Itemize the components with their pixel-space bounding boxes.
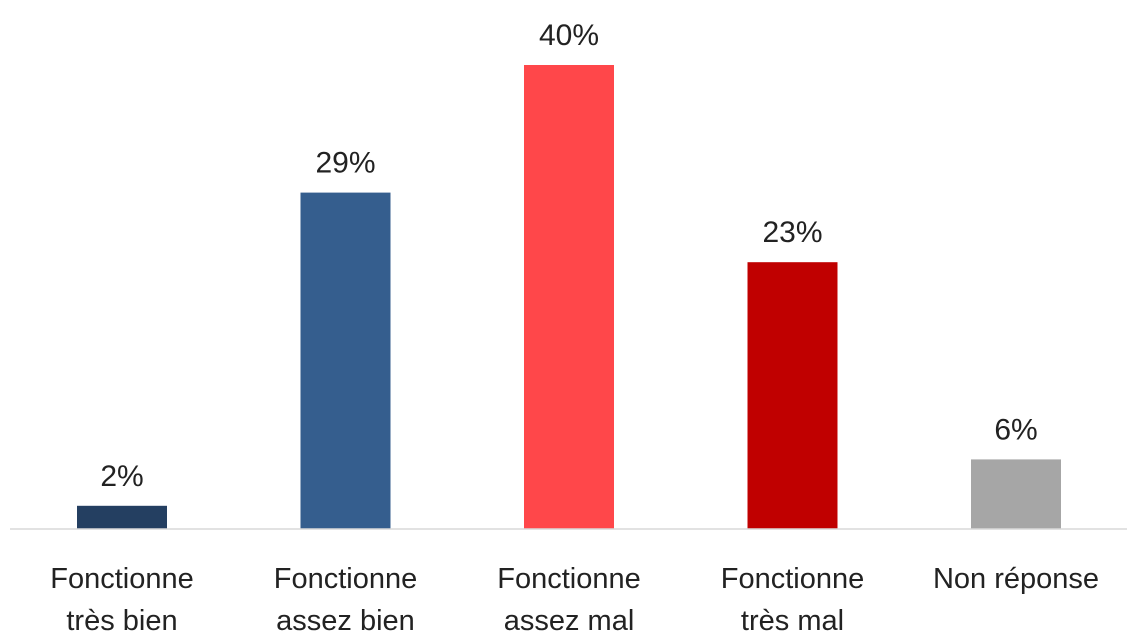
bar-4 [971, 459, 1061, 529]
value-label-4: 6% [994, 413, 1037, 446]
category-label-line: assez mal [504, 605, 635, 636]
value-label-2: 40% [539, 19, 599, 52]
category-label-1: Fonctionne assez bien [274, 563, 418, 636]
bar-3 [747, 262, 838, 529]
category-label-line: Fonctionne [50, 563, 194, 595]
category-label-2: Fonctionne assez mal [497, 563, 641, 636]
category-label-line: Fonctionne [497, 563, 641, 595]
category-label-line: très mal [741, 605, 844, 636]
bar-1 [300, 192, 391, 529]
category-label-0: Fonctionne très bien [50, 563, 194, 636]
category-label-4: Non réponse [933, 563, 1099, 595]
value-labels-group: 2% 29% 40% 23% 6% [100, 19, 1037, 493]
category-label-line: Fonctionne [721, 563, 865, 595]
category-label-line: Fonctionne [274, 563, 418, 595]
category-label-line: très bien [66, 605, 177, 636]
category-label-3: Fonctionne très mal [721, 563, 865, 636]
category-label-line: assez bien [276, 605, 415, 636]
value-label-0: 2% [100, 460, 143, 493]
bars-group [77, 65, 1061, 529]
bar-0 [77, 505, 167, 529]
value-label-3: 23% [762, 216, 822, 249]
bar-2 [524, 65, 614, 529]
value-label-1: 29% [315, 147, 375, 180]
category-label-line: Non réponse [933, 563, 1099, 595]
